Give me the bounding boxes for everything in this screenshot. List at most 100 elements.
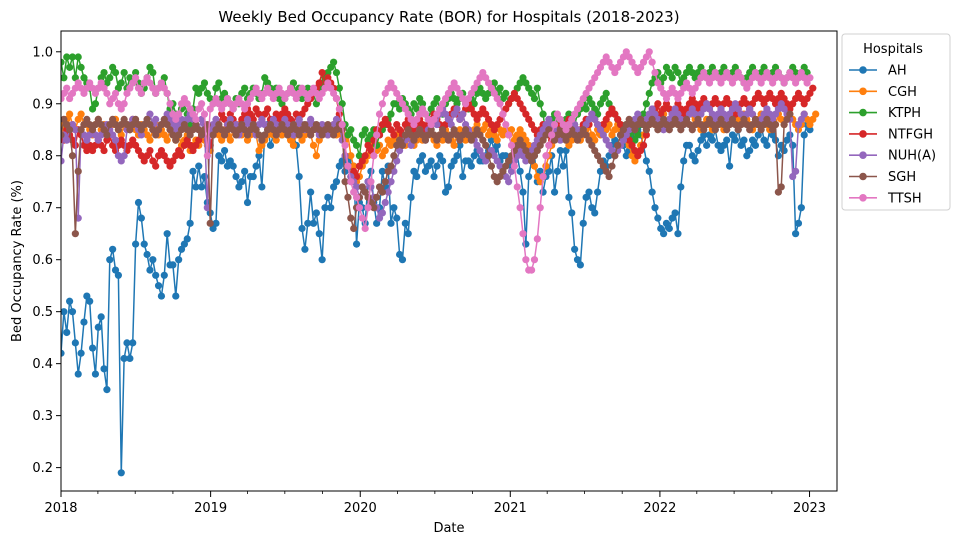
data-point (433, 141, 441, 149)
data-point (352, 141, 361, 149)
data-point (68, 152, 77, 160)
data-point (418, 152, 427, 160)
data-point (183, 235, 191, 243)
data-point (433, 162, 441, 170)
data-point (453, 152, 461, 160)
data-point (513, 183, 521, 191)
data-point (746, 146, 754, 155)
data-point (378, 188, 386, 196)
data-point (301, 245, 309, 253)
data-point (103, 386, 111, 394)
data-point (642, 157, 650, 165)
data-point (192, 183, 200, 191)
plot-frame (60, 30, 838, 492)
data-point (691, 157, 699, 165)
data-point (160, 271, 168, 279)
data-point (335, 105, 343, 113)
data-point (218, 157, 226, 165)
data-point (800, 131, 808, 139)
data-point (61, 157, 65, 165)
data-point (674, 230, 682, 238)
data-point (516, 167, 524, 175)
data-point (134, 198, 143, 207)
data-point (797, 204, 805, 212)
series-ttsh (61, 48, 814, 274)
data-point (149, 256, 157, 264)
data-point (361, 152, 369, 160)
data-point (315, 230, 323, 238)
data-point (375, 110, 384, 118)
data-point (792, 230, 800, 238)
data-point (264, 105, 272, 113)
data-point (467, 162, 475, 170)
data-point (355, 204, 364, 212)
data-point (146, 146, 154, 155)
data-point (332, 94, 341, 103)
data-point (548, 131, 556, 139)
y-tick-label: 0.4 (32, 357, 53, 372)
data-point (539, 110, 547, 118)
data-point (241, 84, 249, 92)
data-point (651, 204, 659, 212)
data-point (347, 152, 355, 160)
data-point (312, 152, 320, 160)
data-point (499, 110, 507, 118)
data-point (312, 209, 320, 217)
data-point (708, 136, 716, 144)
data-point (645, 48, 653, 56)
data-point (103, 131, 111, 139)
data-point (68, 53, 77, 61)
x-axis-label: Date (433, 521, 464, 536)
data-point (579, 219, 587, 227)
data-point (111, 89, 120, 97)
data-point (338, 120, 346, 129)
data-point (77, 63, 85, 71)
data-point (536, 204, 544, 212)
data-point (220, 146, 229, 155)
x-tick-label: 2018 (44, 501, 77, 516)
data-point (565, 193, 573, 201)
data-point (203, 152, 211, 160)
data-point (63, 84, 71, 92)
data-point (120, 100, 128, 108)
data-point (484, 152, 493, 160)
data-point (505, 178, 513, 186)
data-point (806, 74, 814, 82)
data-point (660, 74, 668, 82)
y-tick-label: 0.7 (32, 201, 53, 216)
data-point (120, 152, 128, 160)
data-point (373, 131, 381, 139)
data-point (806, 126, 814, 134)
data-point (166, 100, 174, 108)
data-point (61, 131, 65, 139)
data-point (249, 172, 257, 181)
data-point (591, 209, 599, 217)
data-point (61, 74, 68, 82)
data-point (103, 89, 111, 97)
data-point (367, 167, 375, 175)
data-point (654, 214, 662, 222)
data-point (341, 178, 349, 186)
data-point (516, 204, 524, 212)
data-point (226, 136, 234, 144)
data-point (556, 146, 564, 155)
data-point (390, 204, 398, 212)
data-point (525, 172, 533, 181)
legend-label: NUH(A) (888, 149, 936, 164)
legend-label: CGH (888, 85, 917, 100)
data-point (550, 120, 559, 129)
data-point (295, 172, 303, 181)
data-point (186, 219, 194, 227)
data-point (132, 74, 140, 82)
data-point (350, 224, 358, 233)
data-point (645, 167, 653, 175)
data-point (309, 219, 318, 227)
data-point (77, 110, 85, 118)
data-point (344, 193, 352, 201)
data-point (332, 178, 341, 186)
data-point (685, 141, 694, 149)
data-point (341, 141, 349, 149)
data-point (272, 136, 280, 144)
data-point (309, 141, 318, 149)
